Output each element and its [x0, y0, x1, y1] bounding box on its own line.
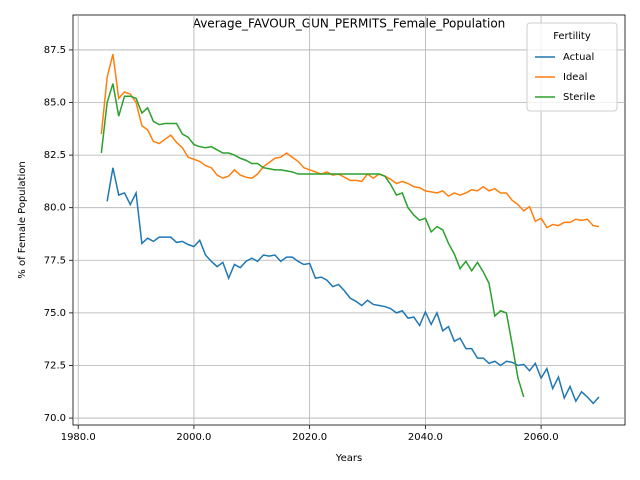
legend-label: Actual — [563, 52, 594, 63]
legend-label: Sterile — [563, 92, 595, 103]
y-tick-label: 70.0 — [44, 413, 66, 424]
y-axis-label: % of Female Population — [17, 161, 28, 278]
y-tick-label: 80.0 — [44, 203, 66, 214]
chart-title: Average_FAVOUR_GUN_PERMITS_Female_Popula… — [193, 17, 506, 31]
y-tick-label: 87.5 — [44, 45, 66, 56]
series-line — [100, 53, 600, 229]
legend-box — [526, 22, 618, 112]
series-line — [106, 167, 600, 405]
series-line — [100, 83, 525, 398]
y-tick-label: 72.5 — [44, 360, 66, 371]
y-tick-label: 77.5 — [44, 255, 66, 266]
x-tick-label: 2020.0 — [292, 432, 327, 443]
x-axis-label: Years — [335, 453, 362, 464]
x-tick-label: 2060.0 — [524, 432, 559, 443]
legend: Fertility Actual Ideal Sterile — [526, 22, 618, 112]
y-tick-label: 82.5 — [44, 150, 66, 161]
y-tick-label: 85.0 — [44, 98, 66, 109]
legend-title: Fertility — [553, 31, 591, 42]
legend-label: Ideal — [563, 72, 587, 83]
y-tick-label: 75.0 — [44, 308, 66, 319]
x-tick-label: 1980.0 — [61, 432, 96, 443]
plot-frame — [72, 14, 626, 426]
x-tick-label: 2040.0 — [408, 432, 443, 443]
x-tick-label: 2000.0 — [176, 432, 211, 443]
